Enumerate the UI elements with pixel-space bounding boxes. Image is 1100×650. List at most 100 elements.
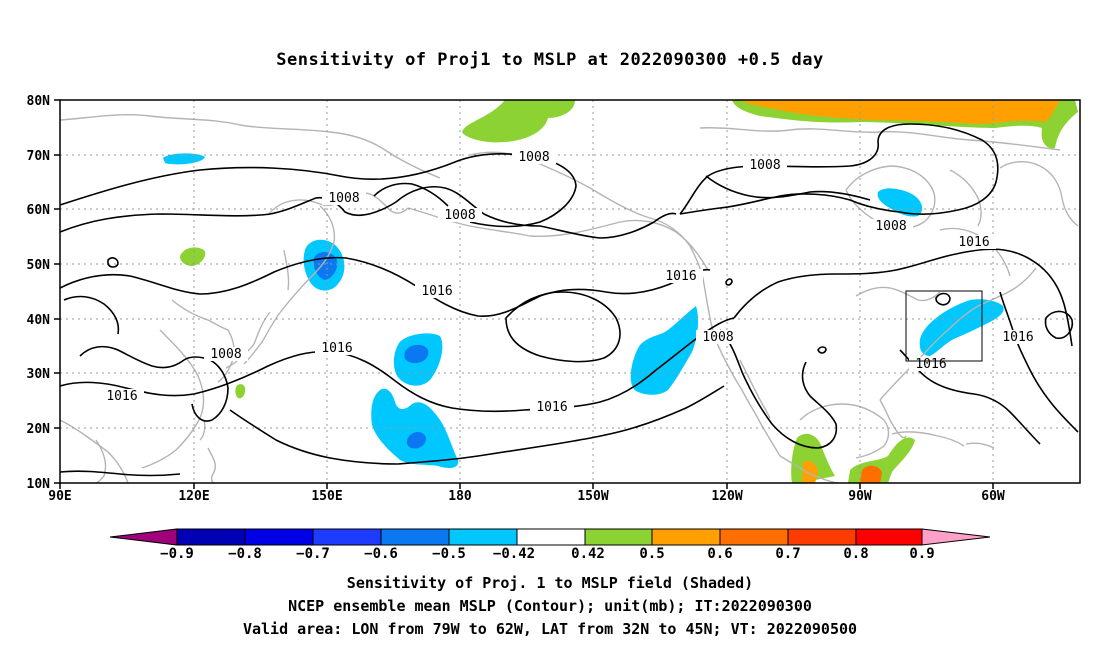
contour-label: 1016 [659,269,703,284]
contour-1008-siberia [60,186,677,239]
svg-text:1016: 1016 [665,269,696,284]
contour-small-loop-5 [63,295,120,335]
svg-text:1016: 1016 [321,341,352,356]
colorbar-tick: 0.42 [571,546,605,562]
valid-area-box [905,290,983,362]
coast-kamchatka [311,205,336,277]
contour-label: 1008 [512,150,556,165]
colorbar-tick: −0.6 [364,546,398,562]
colorbar-cell [109,528,178,546]
contour-1016-small-atl [1044,310,1074,340]
colorbar-tick: 0.8 [843,546,868,562]
lon-label: 120W [711,489,742,504]
colorbar-tick: 0.6 [707,546,732,562]
svg-text:1008: 1008 [328,191,359,206]
svg-text:1016: 1016 [1002,330,1033,345]
colorbar-cell [380,528,450,546]
caption-contour: NCEP ensemble mean MSLP (Contour); unit(… [288,597,812,615]
svg-text:1016: 1016 [421,284,452,299]
colorbar-cell [244,528,314,546]
svg-text:1008: 1008 [444,208,475,223]
map-panel: 1008 1008 1008 1008 1008 1008 1008 1016 … [60,100,1080,483]
contour-small-loop-3 [817,346,827,354]
contour-1016-inner-high [505,291,621,363]
map-frame [59,99,1081,484]
colorbar-tick: 0.7 [775,546,800,562]
shading-layer [163,100,1078,483]
coast-yellow-sea [171,299,229,331]
coast-canada-arctic [699,126,1061,151]
coast-kuril-japan [243,275,313,365]
contour-1008-north [60,153,577,228]
coast-sakhalin [283,249,290,291]
coast-baja [741,389,781,457]
shade-positive-arctic-orange [740,100,1060,124]
coast-us-east [879,305,979,401]
coast-hispaniola [965,442,995,449]
contour-label: 1008 [869,219,913,234]
coast-new-england [977,267,1037,307]
lat-label: 20N [27,422,51,437]
coast-philippines [207,447,217,483]
shade-negative-central-pacific-south-core [406,432,426,449]
lon-axis-labels: 90E 120E 150E 180 150W 120W 90W 60W [48,489,1005,504]
lat-label: 70N [27,149,51,164]
shade-positive-japan-small [235,384,246,399]
coast-great-lakes [855,286,941,302]
svg-text:1008: 1008 [210,347,241,362]
lon-label: 60W [981,489,1005,504]
contour-label: 1016 [952,235,996,250]
svg-text:1016: 1016 [106,389,137,404]
svg-text:1016: 1016 [915,357,946,372]
lat-axis-labels: 80N 70N 60N 50N 40N 30N 20N 10N [27,94,51,492]
colorbar [109,528,991,546]
caption-shading: Sensitivity of Proj. 1 to MSLP field (Sh… [346,574,754,592]
mslp-contours [60,123,1079,477]
colorbar-cell [787,528,857,546]
contour-label: 1016 [315,341,359,356]
lat-label: 30N [27,367,51,382]
contour-1016-atlantic [999,291,1079,433]
coast-korea [217,329,235,383]
lon-label: 150E [311,489,342,504]
contour-1008-siberia-loop [373,182,449,207]
caption-valid-area: Valid area: LON from 79W to 62W, LAT fro… [242,620,858,638]
contour-label: 1016 [415,284,459,299]
contour-1016-caribbean [899,349,1041,445]
shade-positive-east-siberia [180,247,206,266]
contour-label: 1008 [322,191,366,206]
contour-1008-pacific-east [719,329,838,449]
coast-mexico-west [779,455,839,483]
shade-negative-northeast-pacific [630,306,699,395]
svg-text:1008: 1008 [875,219,906,234]
colorbar-cell [584,528,653,546]
coast-us-west [709,317,743,391]
shade-positive-mexico-orange [802,460,818,483]
lon-label: 120E [178,489,209,504]
colorbar-tick: −0.8 [228,546,262,562]
svg-text:1016: 1016 [536,400,567,415]
coast-florida [879,399,907,439]
axis-ticks [54,99,994,489]
contour-1016-main [60,256,711,317]
shade-negative-us-east-coast [919,299,1004,356]
contour-1008-canada-inner [705,175,871,201]
coast-alaska-south [529,219,709,271]
svg-text:1008: 1008 [518,150,549,165]
colorbar-cell [516,528,586,546]
coast-gulf-california [739,359,771,419]
shade-negative-hudson [877,188,923,217]
shade-positive-arctic-pacific [462,100,575,143]
colorbar-cell [651,528,721,546]
colorbar-tick: −0.9 [160,546,194,562]
shade-positive-central-america-orange [860,465,882,483]
lat-label: 40N [27,313,51,328]
svg-text:1008: 1008 [702,330,733,345]
coast-taiwan [199,419,206,441]
coast-gulf-mexico [799,403,890,459]
colorbar-tick-labels: −0.9 −0.8 −0.7 −0.6 −0.5 −0.42 0.42 0.5 … [160,546,935,562]
coast-canada-west [689,245,711,319]
colorbar-tick: 0.5 [639,546,664,562]
coast-aleutians [407,207,531,237]
